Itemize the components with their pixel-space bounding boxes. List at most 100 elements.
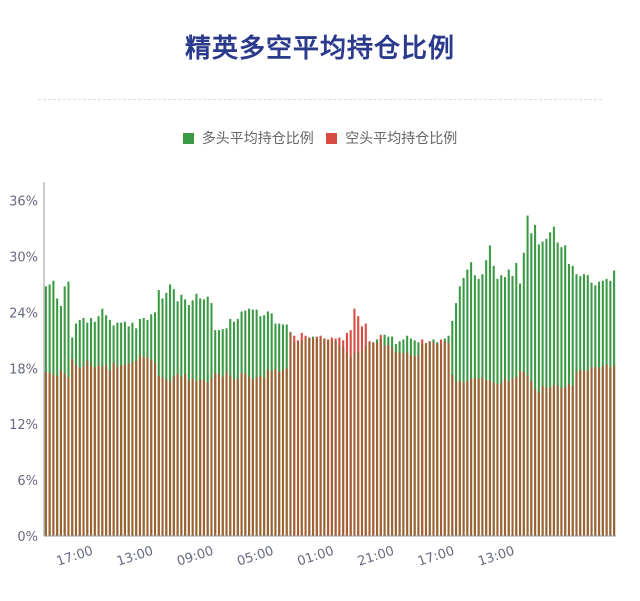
long-bar-overlap [315,337,318,536]
short-bar-overlap [127,363,130,536]
short-bar-overlap [496,384,499,536]
short-bar-overlap [477,378,480,536]
title-divider [38,99,602,100]
short-bar-overlap [221,376,224,536]
short-bar-overlap [485,380,488,536]
short-bar-overlap [598,368,601,536]
y-tick-group: 0% 6% 12% 18% 24% 30% 36% [9,195,38,545]
long-bar-overlap [372,343,375,536]
short-bar-overlap [67,377,70,536]
short-bar-overlap [391,347,394,536]
short-bar-overlap [387,345,390,536]
short-bar-overlap [534,388,537,536]
short-bar-overlap [530,381,533,536]
short-bar-overlap [150,359,153,536]
short-bar-overlap [229,375,232,536]
short-bar-overlap [575,372,578,536]
long-bar-overlap [330,340,333,536]
short-bar-overlap [138,355,141,536]
x-tick-label: 13:00 [115,544,155,570]
short-bar-overlap [244,373,247,536]
short-bar-overlap [142,357,145,536]
x-tick-label: 01:00 [296,544,336,570]
short-bar-overlap [564,386,567,536]
long-bar-overlap [353,353,356,536]
short-bar-overlap [97,365,100,536]
long-bar-overlap [300,340,303,536]
short-bar-overlap [210,378,213,536]
short-bar-overlap [180,376,183,536]
legend: 多头平均持仓比例 空头平均持仓比例 [0,128,640,148]
legend-item-short[interactable]: 空头平均持仓比例 [326,128,457,148]
short-bar-overlap [601,366,604,536]
long-bar-overlap [304,338,307,536]
short-bar-overlap [266,370,269,536]
long-bar-overlap [293,342,296,536]
legend-swatch-short [326,133,338,144]
bar-group [44,215,616,537]
long-bar-overlap [357,351,360,536]
short-bar-overlap [398,352,401,536]
long-bar-overlap [345,352,348,536]
short-bar-overlap [473,378,476,536]
short-bar-overlap [108,370,111,536]
long-bar [549,232,552,536]
long-bar-overlap [334,341,337,536]
long-bar-overlap [421,344,424,536]
short-bar-overlap [101,366,104,536]
short-bar-overlap [289,332,292,536]
short-bar-overlap [82,366,85,536]
short-bar-overlap [278,372,281,536]
short-bar-overlap [443,341,446,536]
long-bar [537,244,540,537]
short-bar-overlap [413,356,416,536]
short-bar-overlap [409,355,412,536]
short-bar-overlap [545,386,548,536]
short-bar-overlap [59,370,62,536]
short-bar-overlap [63,373,66,536]
x-tick-label: 17:00 [416,544,456,570]
short-bar-overlap [191,378,194,536]
short-bar-overlap [312,338,315,536]
short-bar-overlap [470,378,473,536]
short-bar-overlap [255,376,258,536]
legend-label-short: 空头平均持仓比例 [345,131,458,147]
long-bar-overlap [349,357,352,536]
x-tick-group: 17:00 13:00 09:00 05:00 01:00 21:00 17:00 13:00 [55,544,517,570]
short-bar-overlap [571,386,574,536]
short-bar-overlap [116,366,119,536]
y-tick-label: 24% [9,306,38,321]
short-bar-overlap [590,367,593,536]
short-bar-overlap [432,342,435,536]
short-bar-overlap [613,365,616,536]
short-bar-overlap [187,380,190,536]
short-bar-overlap [466,381,469,536]
long-bar [534,224,537,536]
long-bar-overlap [342,346,345,536]
short-bar-overlap [537,392,540,536]
short-bar-overlap [308,337,311,536]
long-bar-overlap [379,338,382,536]
chart-title: 精英多空平均持仓比例 [184,34,455,64]
legend-item-long[interactable]: 多头平均持仓比例 [182,128,314,148]
short-bar-overlap [161,377,164,536]
short-bar-overlap [214,372,217,536]
short-bar-overlap [428,341,431,536]
short-bar-overlap [71,359,74,536]
short-bar-overlap [526,375,529,536]
short-bar-overlap [579,370,582,536]
short-bar-overlap [112,362,115,536]
short-bar-overlap [165,379,168,536]
x-tick-label: 09:00 [175,544,215,570]
short-bar-overlap [274,369,277,536]
short-bar-overlap [169,381,172,536]
short-bar-overlap [560,387,563,536]
short-bar-overlap [90,365,93,536]
x-tick-label: 21:00 [356,544,396,570]
short-bar-overlap [206,382,209,536]
short-bar-overlap [259,375,262,536]
short-bar-overlap [424,343,427,536]
long-bar-overlap [327,340,330,536]
short-bar-overlap [481,377,484,536]
